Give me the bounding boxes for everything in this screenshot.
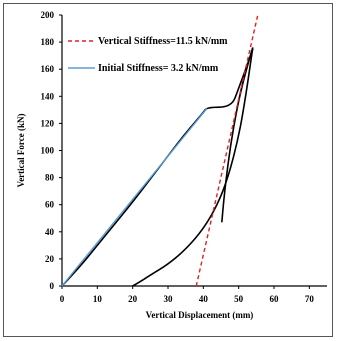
y-tick-label: 40 <box>45 227 55 237</box>
y-tick-label: 80 <box>45 173 55 183</box>
y-tick-label: 120 <box>41 118 55 128</box>
x-tick-label: 30 <box>164 294 174 304</box>
y-tick-label: 0 <box>50 281 55 291</box>
x-tick-label: 50 <box>234 294 244 304</box>
x-axis-label: Vertical Displacement (mm) <box>146 310 254 320</box>
y-tick-label: 140 <box>41 91 55 101</box>
y-tick-label: 180 <box>41 37 55 47</box>
x-tick-label: 40 <box>199 294 209 304</box>
y-axis-label: Vertical Force (kN) <box>16 114 26 188</box>
y-tick-label: 60 <box>45 200 55 210</box>
y-tick-label: 20 <box>45 254 55 264</box>
y-tick-label: 160 <box>41 64 55 74</box>
x-tick-label: 20 <box>128 294 138 304</box>
x-tick-label: 70 <box>305 294 315 304</box>
x-tick-label: 60 <box>270 294 280 304</box>
x-tick-label: 0 <box>60 294 65 304</box>
y-tick-label: 200 <box>41 10 55 20</box>
series-line-4 <box>221 47 254 223</box>
series-line-0 <box>195 13 259 287</box>
series-line-3 <box>132 47 254 287</box>
x-tick-label: 10 <box>93 294 103 304</box>
legend: Vertical Stiffness=11.5 kN/mm Initial Sti… <box>68 36 228 74</box>
series-line-1 <box>61 108 208 287</box>
tick-labels: 0 10 20 30 40 50 60 70 0 20 40 60 80 100 120 140 160 180 2… <box>41 10 315 304</box>
legend-label-1: Initial Stiffness= 3.2 kN/mm <box>98 63 219 74</box>
axes <box>59 14 327 289</box>
legend-label-0: Vertical Stiffness=11.5 kN/mm <box>98 36 228 47</box>
chart-frame <box>3 3 333 337</box>
y-tick-label: 100 <box>41 146 55 156</box>
series-lines <box>61 13 259 287</box>
